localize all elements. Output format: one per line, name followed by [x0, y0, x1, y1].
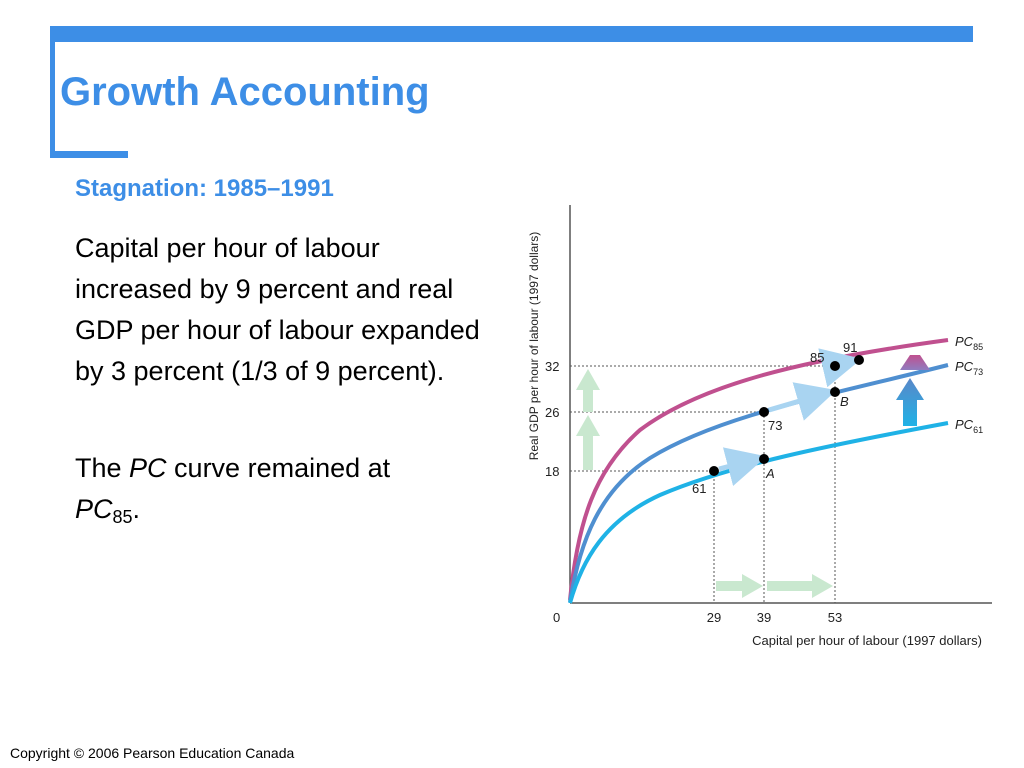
- label-61: 61: [692, 481, 706, 496]
- y-axis-label: Real GDP per hour of labour (1997 dollar…: [527, 232, 541, 461]
- blue-shift-arrow: [896, 378, 924, 426]
- move-arrow-73-B: [768, 382, 837, 421]
- paragraph-capital: Capital per hour of labour increased by …: [75, 233, 480, 386]
- origin-label: 0: [553, 610, 560, 625]
- green-arrow-right-1: [716, 574, 763, 598]
- slide-subtitle: Stagnation: 1985–1991: [75, 175, 334, 202]
- para2-subscript: 85: [112, 507, 133, 527]
- label-73: 73: [768, 418, 782, 433]
- x-tick-39: 39: [757, 610, 771, 625]
- left-accent-bar: [50, 26, 55, 156]
- point-85: [830, 361, 840, 371]
- para2-pc: PC: [129, 453, 167, 483]
- label-A: A: [765, 466, 775, 481]
- curve-label-pc73: PC73: [955, 359, 983, 377]
- y-tick-18: 18: [545, 464, 559, 479]
- curve-label-pc85: PC85: [955, 334, 983, 352]
- label-85: 85: [810, 350, 824, 365]
- point-61: [709, 466, 719, 476]
- para2-middle: curve remained at: [166, 453, 391, 483]
- move-arrow-85-91: [818, 348, 862, 388]
- para2-before: The: [75, 453, 130, 483]
- copyright-notice: Copyright © 2006 Pearson Education Canad…: [10, 745, 295, 761]
- slide-title: Growth Accounting: [60, 70, 430, 114]
- left-accent-foot: [50, 151, 128, 158]
- curve-pc61: [568, 421, 949, 604]
- point-91: [854, 355, 864, 365]
- curve-label-pc61: PC61: [955, 417, 983, 435]
- point-73: [759, 407, 769, 417]
- curve-pc73: [568, 363, 949, 603]
- y-tick-26: 26: [545, 405, 559, 420]
- x-tick-53: 53: [828, 610, 842, 625]
- pink-shift-arrow: [900, 355, 930, 370]
- paragraph-pc-curve: The PC curve remained at PC85.: [75, 448, 485, 538]
- y-tick-32: 32: [545, 359, 559, 374]
- green-arrow-up-1: [576, 369, 600, 412]
- label-91: 91: [843, 340, 857, 355]
- green-arrow-right-2: [767, 574, 833, 598]
- move-arrow-61-A: [718, 447, 767, 486]
- label-B: B: [840, 394, 849, 409]
- x-axis-label: Capital per hour of labour (1997 dollars…: [752, 633, 982, 648]
- para2-after: .: [132, 494, 141, 524]
- guide-lines: [570, 365, 836, 603]
- pc-diagram: 61 73 85 91 A B PC85 PC73 PC61 32 26 18 …: [527, 205, 992, 648]
- green-arrow-up-2: [576, 415, 600, 470]
- para2-pc-2: PC: [75, 494, 113, 524]
- top-accent-bar: [50, 26, 973, 42]
- x-tick-29: 29: [707, 610, 721, 625]
- point-B: [830, 387, 840, 397]
- point-A: [759, 454, 769, 464]
